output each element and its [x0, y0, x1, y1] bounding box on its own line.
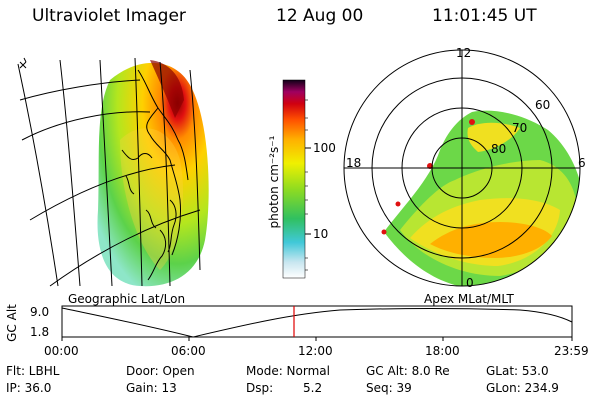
mlt-label-0: 0 — [466, 276, 474, 290]
mlat-label-70: 70 — [512, 121, 528, 135]
altitude-xtick-2359: 23:59 — [554, 344, 589, 358]
mlt-label-12: 12 — [456, 46, 472, 60]
altitude-xtick-1800: 18:00 — [425, 344, 460, 358]
info-glat: GLat: 53.0 — [486, 364, 549, 378]
info-gc-alt: GC Alt: 8.0 Re — [366, 364, 450, 378]
altitude-plot — [61, 305, 573, 341]
info-filter: Flt: LBHL — [6, 364, 60, 378]
altitude-curve — [61, 307, 573, 338]
apex-panel-label: Apex MLat/MLT — [424, 292, 514, 306]
info-gain: Gain: 13 — [126, 381, 177, 395]
mlt-label-18: 18 — [346, 156, 362, 170]
info-dsp-value: 5.2 — [303, 381, 323, 395]
altitude-xtick-0600: 06:00 — [171, 344, 206, 358]
info-mode: Mode: Normal — [246, 364, 330, 378]
polar-plot — [343, 49, 581, 287]
colorbar — [282, 79, 311, 279]
north-arrow-icon — [19, 57, 27, 69]
info-dsp-label: Dsp: — [246, 381, 274, 395]
info-door: Door: Open — [126, 364, 195, 378]
altitude-ytick-low: 1.8 — [30, 325, 50, 339]
altitude-xtick-0000: 00:00 — [44, 344, 79, 358]
geographic-map-panel — [17, 57, 209, 287]
info-glon: GLon: 234.9 — [486, 381, 559, 395]
instrument-title: Ultraviolet Imager — [32, 6, 186, 26]
info-ip: IP: 36.0 — [6, 381, 52, 395]
altitude-ylabel: GC Alt — [5, 304, 19, 342]
colorbar-unit-label: photon cm⁻²s⁻¹ — [267, 135, 281, 229]
colorbar-tick-10: 10 — [313, 227, 329, 241]
mlt-label-6: 6 — [578, 156, 586, 170]
mlat-label-80: 80 — [491, 142, 507, 156]
header-time: 11:01:45 UT — [432, 6, 537, 26]
geographic-panel-label: Geographic Lat/Lon — [68, 292, 186, 306]
mlat-label-60: 60 — [535, 98, 551, 112]
info-seq: Seq: 39 — [366, 381, 412, 395]
colorbar-tick-100: 100 — [313, 141, 336, 155]
altitude-xtick-1200: 12:00 — [298, 344, 333, 358]
header-date: 12 Aug 00 — [276, 6, 364, 26]
altitude-ytick-high: 9.0 — [30, 305, 50, 319]
geographic-emission-region — [97, 62, 209, 287]
